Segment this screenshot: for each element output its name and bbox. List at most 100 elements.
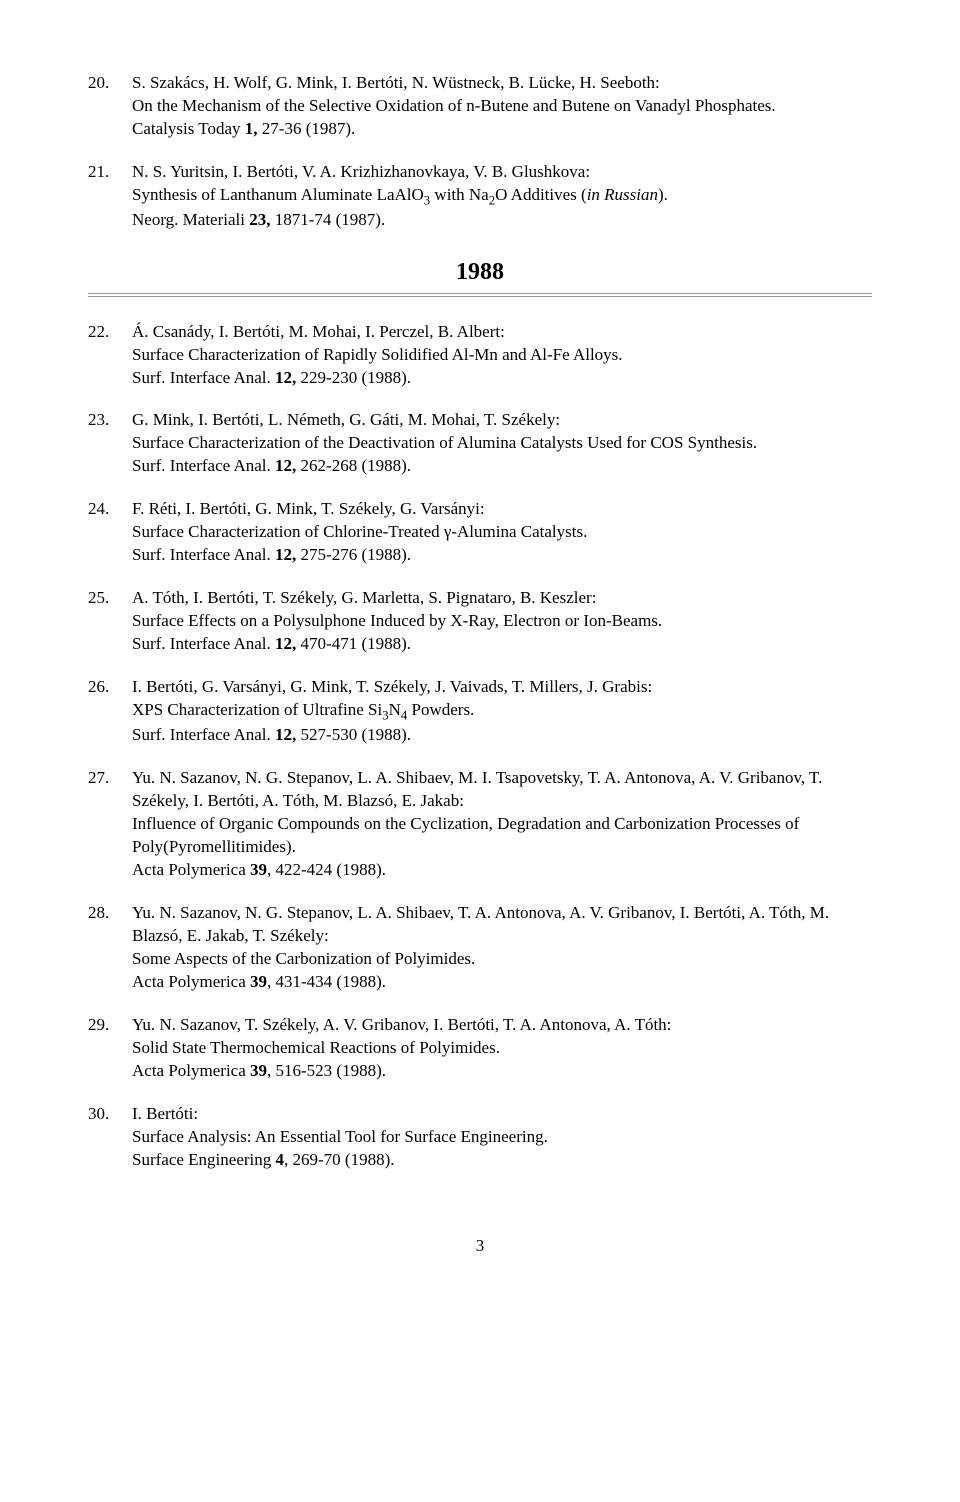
citation-volume: 12, (275, 545, 296, 564)
entry-citation: Surf. Interface Anal. 12, 275-276 (1988)… (132, 544, 872, 567)
entry-number: 26. (88, 676, 132, 747)
citation-pages: 1871-74 (1987). (270, 210, 385, 229)
entry-authors: S. Szakács, H. Wolf, G. Mink, I. Bertóti… (132, 72, 872, 95)
citation-pages: 275-276 (1988). (296, 545, 411, 564)
entry-citation: Surf. Interface Anal. 12, 470-471 (1988)… (132, 633, 872, 656)
citation-journal: Acta Polymerica (132, 1061, 250, 1080)
entry-content: S. Szakács, H. Wolf, G. Mink, I. Bertóti… (132, 72, 872, 141)
citation-journal: Catalysis Today (132, 119, 245, 138)
entry-authors: Yu. N. Sazanov, N. G. Stepanov, L. A. Sh… (132, 902, 872, 948)
citation-journal: Neorg. Materiali (132, 210, 249, 229)
entry-number: 21. (88, 161, 132, 232)
entry-content: I. Bertóti, G. Varsányi, G. Mink, T. Szé… (132, 676, 872, 747)
citation-journal: Surf. Interface Anal. (132, 368, 275, 387)
entry-authors: G. Mink, I. Bertóti, L. Németh, G. Gáti,… (132, 409, 872, 432)
citation-volume: 39 (250, 860, 267, 879)
entry-title: Influence of Organic Compounds on the Cy… (132, 813, 872, 859)
citation-journal: Acta Polymerica (132, 860, 250, 879)
citation-volume: 12, (275, 725, 296, 744)
entry-title: Solid State Thermochemical Reactions of … (132, 1037, 872, 1060)
bibliography-list-bottom: 22.Á. Csanády, I. Bertóti, M. Mohai, I. … (88, 321, 872, 1172)
entry-title: Surface Effects on a Polysulphone Induce… (132, 610, 872, 633)
entry-number: 29. (88, 1014, 132, 1083)
entry-content: Yu. N. Sazanov, N. G. Stepanov, L. A. Sh… (132, 767, 872, 882)
bibliography-entry: 29.Yu. N. Sazanov, T. Székely, A. V. Gri… (88, 1014, 872, 1083)
citation-pages: , 516-523 (1988). (267, 1061, 386, 1080)
entry-number: 22. (88, 321, 132, 390)
entry-title: Some Aspects of the Carbonization of Pol… (132, 948, 872, 971)
entry-number: 25. (88, 587, 132, 656)
citation-journal: Acta Polymerica (132, 972, 250, 991)
citation-pages: , 431-434 (1988). (267, 972, 386, 991)
entry-content: I. Bertóti:Surface Analysis: An Essentia… (132, 1103, 872, 1172)
entry-authors: A. Tóth, I. Bertóti, T. Székely, G. Marl… (132, 587, 872, 610)
entry-content: G. Mink, I. Bertóti, L. Németh, G. Gáti,… (132, 409, 872, 478)
citation-journal: Surf. Interface Anal. (132, 725, 275, 744)
entry-content: F. Réti, I. Bertóti, G. Mink, T. Székely… (132, 498, 872, 567)
entry-title: Surface Characterization of the Deactiva… (132, 432, 872, 455)
page-number: 3 (88, 1235, 872, 1258)
entry-citation: Surf. Interface Anal. 12, 229-230 (1988)… (132, 367, 872, 390)
citation-journal: Surf. Interface Anal. (132, 545, 275, 564)
entry-title: XPS Characterization of Ultrafine Si3N4 … (132, 699, 872, 725)
citation-volume: 12, (275, 368, 296, 387)
entry-citation: Acta Polymerica 39, 422-424 (1988). (132, 859, 872, 882)
entry-content: A. Tóth, I. Bertóti, T. Székely, G. Marl… (132, 587, 872, 656)
entry-number: 27. (88, 767, 132, 882)
entry-content: Á. Csanády, I. Bertóti, M. Mohai, I. Per… (132, 321, 872, 390)
citation-pages: 470-471 (1988). (296, 634, 411, 653)
entry-authors: Yu. N. Sazanov, N. G. Stepanov, L. A. Sh… (132, 767, 872, 813)
entry-number: 28. (88, 902, 132, 994)
bibliography-entry: 25.A. Tóth, I. Bertóti, T. Székely, G. M… (88, 587, 872, 656)
citation-volume: 12, (275, 456, 296, 475)
entry-title: Synthesis of Lanthanum Aluminate LaAlO3 … (132, 184, 872, 210)
entry-citation: Surf. Interface Anal. 12, 262-268 (1988)… (132, 455, 872, 478)
year-heading: 1988 (88, 256, 872, 288)
entry-title: Surface Characterization of Chlorine-Tre… (132, 521, 872, 544)
entry-authors: I. Bertóti: (132, 1103, 872, 1126)
entry-citation: Catalysis Today 1, 27-36 (1987). (132, 118, 872, 141)
entry-title: Surface Analysis: An Essential Tool for … (132, 1126, 872, 1149)
citation-volume: 23, (249, 210, 270, 229)
citation-volume: 12, (275, 634, 296, 653)
entry-citation: Surf. Interface Anal. 12, 527-530 (1988)… (132, 724, 872, 747)
entry-authors: Yu. N. Sazanov, T. Székely, A. V. Griban… (132, 1014, 872, 1037)
bibliography-list-top: 20.S. Szakács, H. Wolf, G. Mink, I. Bert… (88, 72, 872, 232)
entry-title: On the Mechanism of the Selective Oxidat… (132, 95, 872, 118)
citation-journal: Surf. Interface Anal. (132, 456, 275, 475)
citation-volume: 39 (250, 1061, 267, 1080)
bibliography-entry: 24.F. Réti, I. Bertóti, G. Mink, T. Szék… (88, 498, 872, 567)
citation-pages: , 422-424 (1988). (267, 860, 386, 879)
entry-number: 23. (88, 409, 132, 478)
bibliography-entry: 21.N. S. Yuritsin, I. Bertóti, V. A. Kri… (88, 161, 872, 232)
bibliography-entry: 27.Yu. N. Sazanov, N. G. Stepanov, L. A.… (88, 767, 872, 882)
citation-journal: Surf. Interface Anal. (132, 634, 275, 653)
bibliography-entry: 28.Yu. N. Sazanov, N. G. Stepanov, L. A.… (88, 902, 872, 994)
citation-pages: 527-530 (1988). (296, 725, 411, 744)
entry-citation: Surface Engineering 4, 269-70 (1988). (132, 1149, 872, 1172)
citation-volume: 1, (245, 119, 258, 138)
entry-content: Yu. N. Sazanov, T. Székely, A. V. Griban… (132, 1014, 872, 1083)
citation-pages: 229-230 (1988). (296, 368, 411, 387)
entry-content: N. S. Yuritsin, I. Bertóti, V. A. Krizhi… (132, 161, 872, 232)
entry-title: Surface Characterization of Rapidly Soli… (132, 344, 872, 367)
citation-pages: 262-268 (1988). (296, 456, 411, 475)
entry-number: 20. (88, 72, 132, 141)
citation-volume: 4 (276, 1150, 285, 1169)
bibliography-entry: 20.S. Szakács, H. Wolf, G. Mink, I. Bert… (88, 72, 872, 141)
bibliography-entry: 30.I. Bertóti:Surface Analysis: An Essen… (88, 1103, 872, 1172)
entry-citation: Acta Polymerica 39, 431-434 (1988). (132, 971, 872, 994)
entry-citation: Neorg. Materiali 23, 1871-74 (1987). (132, 209, 872, 232)
entry-citation: Acta Polymerica 39, 516-523 (1988). (132, 1060, 872, 1083)
bibliography-entry: 26.I. Bertóti, G. Varsányi, G. Mink, T. … (88, 676, 872, 747)
bibliography-entry: 22.Á. Csanády, I. Bertóti, M. Mohai, I. … (88, 321, 872, 390)
entry-authors: I. Bertóti, G. Varsányi, G. Mink, T. Szé… (132, 676, 872, 699)
citation-pages: , 269-70 (1988). (284, 1150, 394, 1169)
entry-number: 24. (88, 498, 132, 567)
entry-content: Yu. N. Sazanov, N. G. Stepanov, L. A. Sh… (132, 902, 872, 994)
year-rule (88, 293, 872, 297)
bibliography-entry: 23.G. Mink, I. Bertóti, L. Németh, G. Gá… (88, 409, 872, 478)
entry-authors: F. Réti, I. Bertóti, G. Mink, T. Székely… (132, 498, 872, 521)
entry-number: 30. (88, 1103, 132, 1172)
entry-authors: N. S. Yuritsin, I. Bertóti, V. A. Krizhi… (132, 161, 872, 184)
